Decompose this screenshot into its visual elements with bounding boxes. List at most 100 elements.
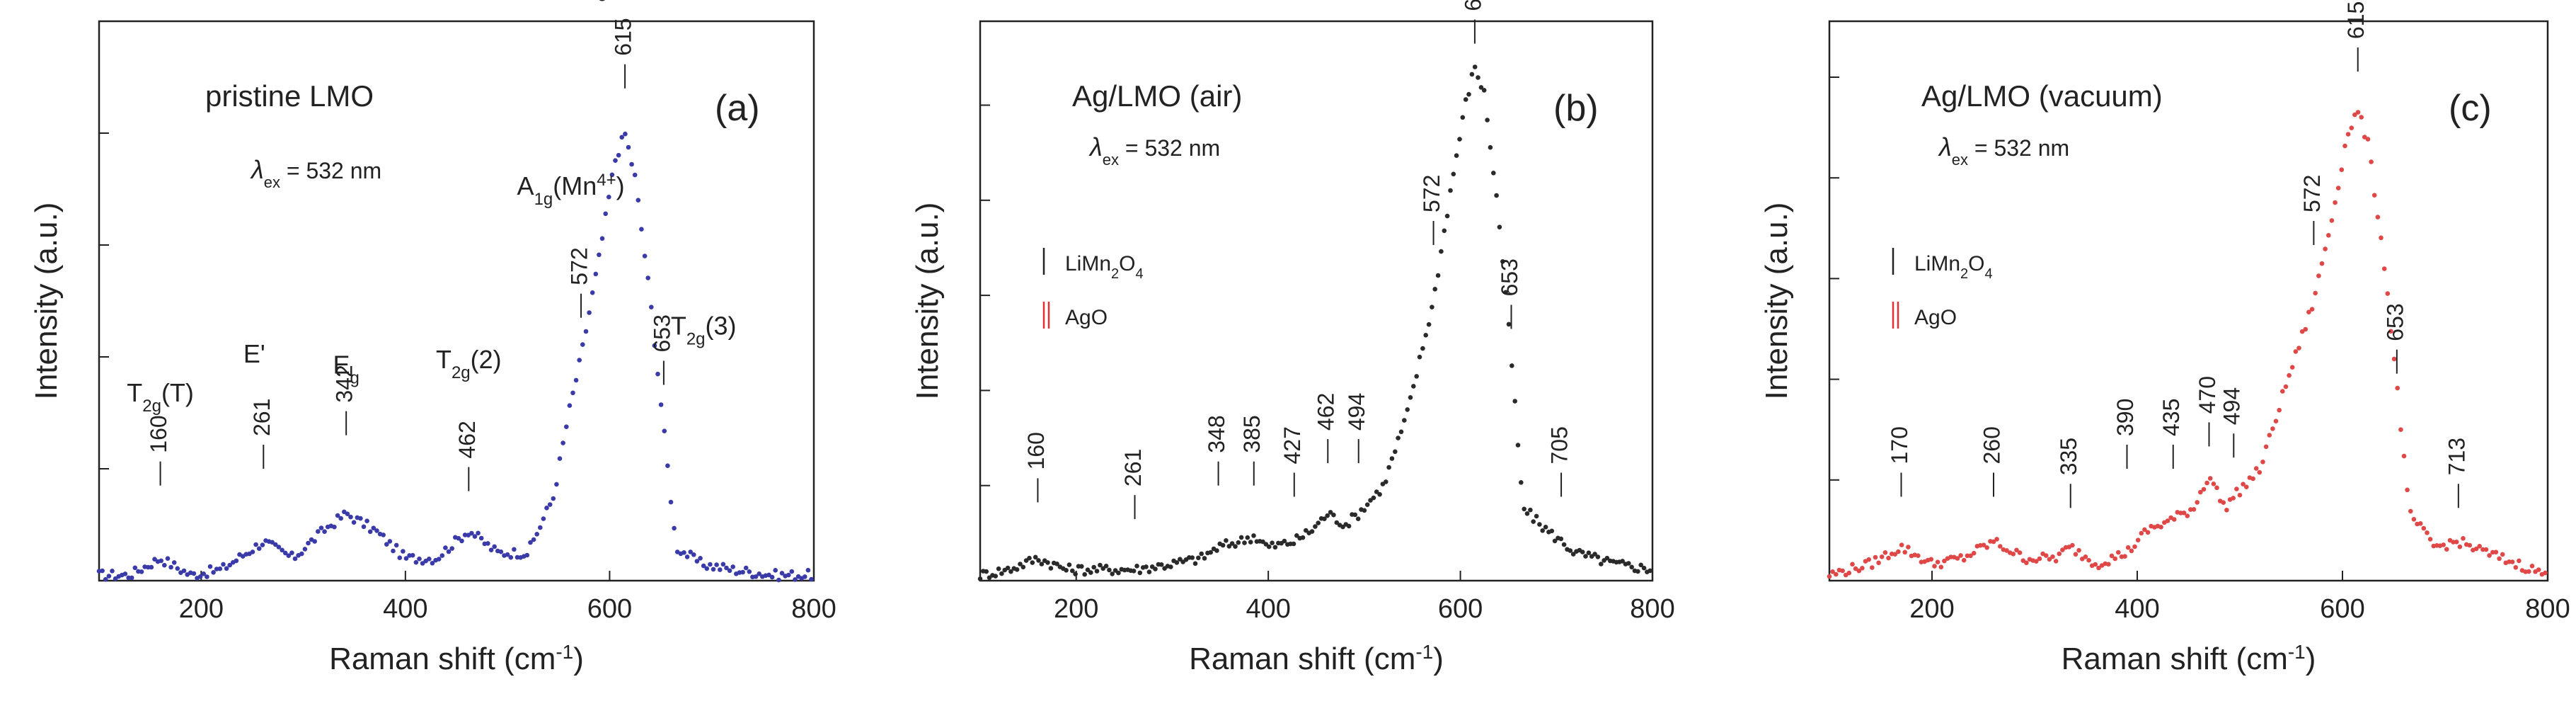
- data-point: [162, 562, 167, 568]
- data-point: [280, 547, 284, 553]
- data-point: [211, 570, 216, 575]
- data-point: [2467, 542, 2473, 548]
- data-point: [358, 516, 363, 521]
- data-point: [996, 566, 1001, 571]
- legend-label: AgO: [1914, 306, 1957, 329]
- data-point: [580, 342, 585, 347]
- data-point: [224, 566, 229, 571]
- data-point: [1834, 571, 1839, 577]
- data-point: [2112, 556, 2117, 562]
- data-point: [560, 440, 565, 445]
- data-point: [1882, 550, 1888, 555]
- data-point: [2293, 349, 2299, 354]
- data-point: [2323, 246, 2328, 251]
- data-point: [2303, 326, 2308, 332]
- data-point: [2106, 562, 2111, 567]
- data-point: [2260, 460, 2265, 465]
- legend-subscript: 2: [1960, 266, 1968, 282]
- data-point: [1466, 91, 1471, 97]
- data-point: [312, 539, 318, 544]
- peak-label-261: 261: [1120, 449, 1146, 486]
- data-point: [1039, 562, 1045, 566]
- data-point: [508, 554, 514, 560]
- data-point: [2401, 453, 2407, 459]
- data-point: [1906, 545, 1911, 550]
- data-point: [1463, 97, 1468, 102]
- data-point: [410, 552, 415, 558]
- data-point: [322, 529, 327, 534]
- data-point: [1328, 510, 1333, 515]
- data-point: [1208, 550, 1213, 555]
- data-point: [1494, 193, 1499, 198]
- data-point: [2497, 556, 2502, 562]
- data-point: [740, 569, 745, 575]
- data-point: [1233, 544, 1238, 549]
- data-point: [159, 558, 163, 564]
- data-point: [779, 571, 785, 576]
- peak-label-335: 335: [2056, 438, 2081, 475]
- peak-label-470: 470: [2195, 376, 2220, 414]
- x-tick-label: 200: [179, 594, 224, 624]
- data-point: [384, 542, 389, 547]
- data-point: [2487, 553, 2492, 558]
- data-point: [1519, 480, 1524, 485]
- data-point: [1085, 567, 1091, 572]
- data-point: [1291, 541, 1296, 547]
- data-point: [1144, 564, 1149, 569]
- data-point: [485, 541, 490, 546]
- data-point: [270, 540, 275, 545]
- data-point: [724, 565, 729, 571]
- data-point: [1537, 522, 1542, 527]
- mode-label: T2g(T): [127, 378, 194, 416]
- data-point: [306, 540, 311, 546]
- data-point: [2280, 389, 2285, 394]
- data-point: [401, 549, 406, 554]
- data-point: [1098, 562, 1103, 568]
- data-point: [1965, 553, 1970, 559]
- data-point: [2427, 537, 2433, 542]
- peak-label-427: 427: [1280, 426, 1305, 464]
- data-point: [351, 520, 357, 525]
- data-point: [786, 572, 791, 578]
- data-point: [1534, 513, 1539, 519]
- peak-label-653: 653: [649, 314, 674, 352]
- data-point: [132, 565, 138, 571]
- data-point: [1300, 535, 1306, 540]
- data-point: [629, 161, 634, 167]
- mode-symbol: T: [436, 345, 452, 374]
- peak-label-342: 342: [332, 365, 357, 402]
- data-point: [469, 530, 474, 536]
- data-point: [1503, 290, 1508, 295]
- data-point: [2483, 547, 2489, 552]
- data-point: [570, 390, 575, 396]
- data-point: [1362, 508, 1367, 513]
- data-point: [2037, 556, 2042, 562]
- data-point: [476, 530, 481, 536]
- data-point: [1942, 558, 1947, 564]
- data-point: [1192, 561, 1198, 566]
- data-point: [1497, 224, 1502, 230]
- data-point: [253, 542, 258, 547]
- lambda-subscript: ex: [1952, 151, 1968, 169]
- data-point: [766, 572, 771, 578]
- data-point: [2011, 552, 2016, 557]
- data-point: [1168, 564, 1173, 569]
- data-point: [1238, 535, 1244, 540]
- data-point: [1540, 528, 1545, 533]
- lambda-symbol: λ: [1938, 132, 1952, 161]
- data-point: [2385, 291, 2391, 296]
- data-point: [2296, 346, 2301, 351]
- data-point: [2244, 484, 2249, 489]
- data-point: [282, 550, 288, 556]
- data-point: [2349, 125, 2354, 130]
- data-point: [498, 549, 504, 554]
- data-point: [1430, 304, 1434, 310]
- data-point: [1030, 560, 1035, 565]
- data-point: [2379, 235, 2384, 241]
- data-point: [456, 535, 461, 541]
- y-axis-title: Intensity (a.u.): [1759, 203, 1794, 400]
- data-point: [672, 525, 677, 531]
- x-axis-title: Raman shift (cm-1): [329, 641, 584, 677]
- data-point: [488, 547, 494, 552]
- data-point: [1648, 568, 1652, 574]
